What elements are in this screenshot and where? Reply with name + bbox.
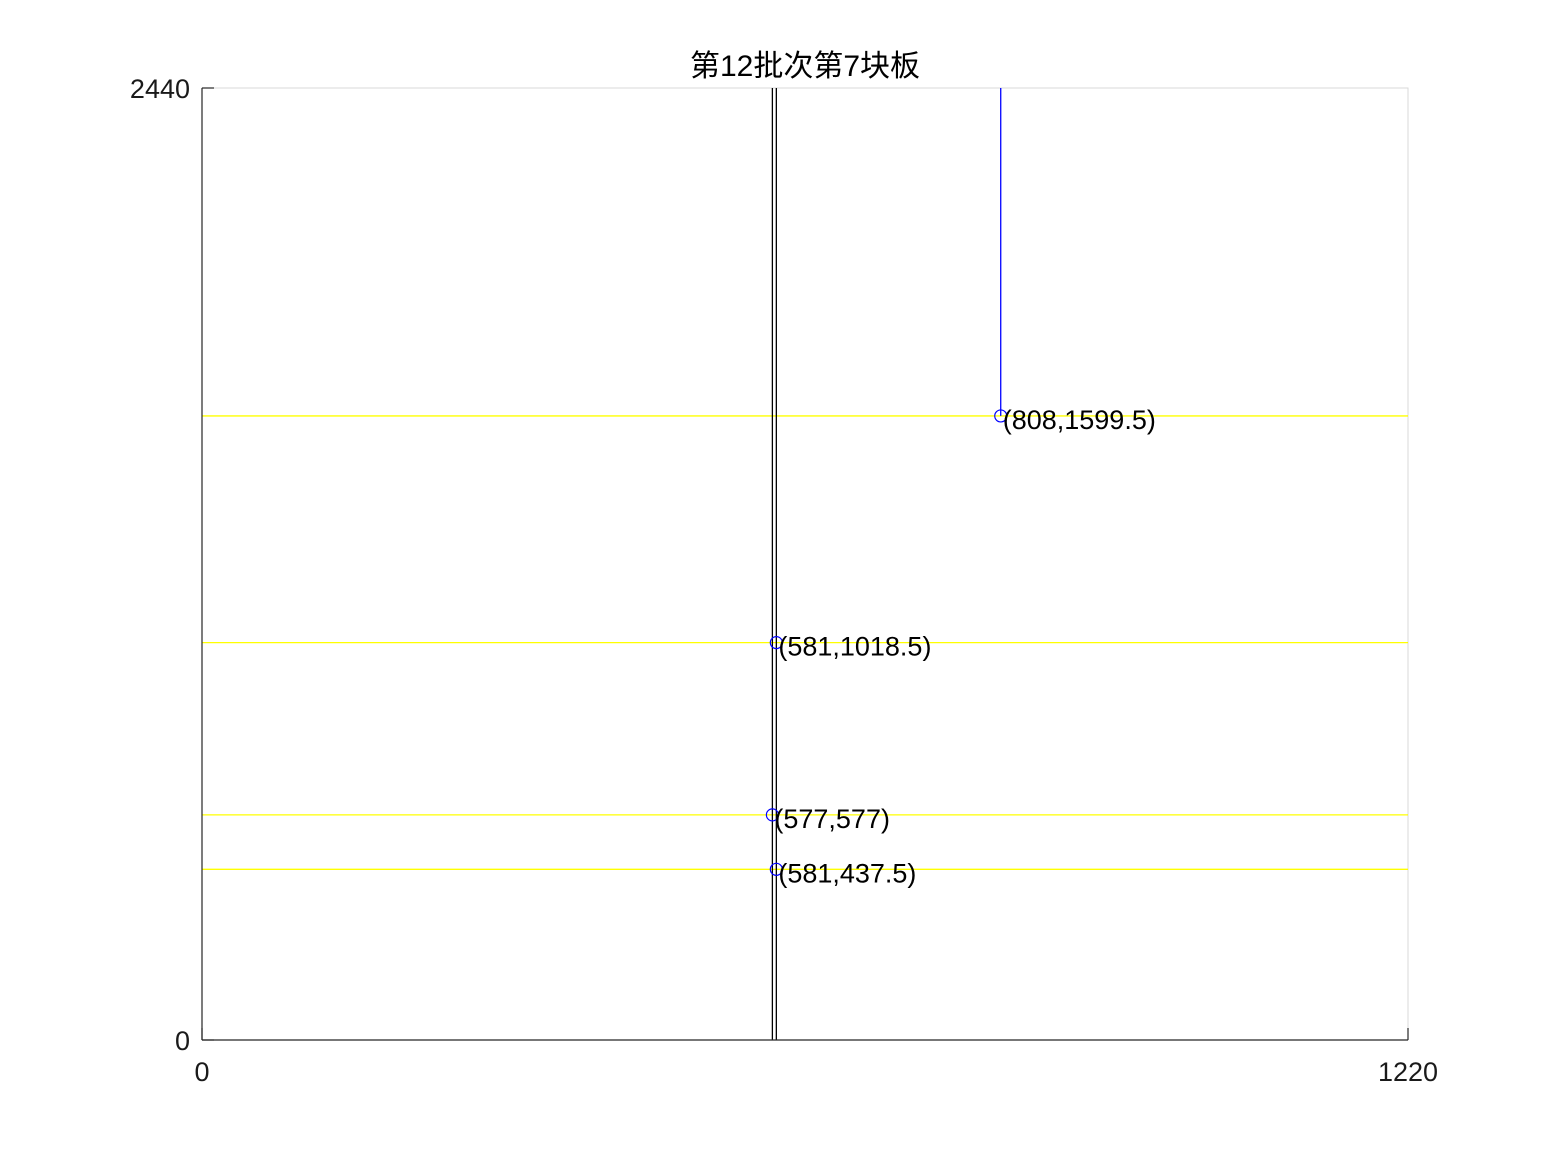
- point-marker: [769, 862, 783, 876]
- point-label: (581,1018.5): [778, 632, 931, 662]
- point-label: (577,577): [774, 804, 890, 834]
- chart-title: 第12批次第7块板: [690, 50, 920, 83]
- y-tick-label: 0: [175, 1026, 190, 1056]
- point-label: (581,437.5): [778, 858, 916, 888]
- x-tick-label: 0: [194, 1057, 209, 1087]
- chart-marks: (808,1599.5) (581,1018.5) (577,577) (581,43…: [202, 88, 1408, 1040]
- point-marker: [994, 409, 1008, 423]
- axes-box: [201, 87, 1409, 1041]
- x-tick-label: 1220: [1378, 1057, 1438, 1087]
- point-label: (808,1599.5): [1003, 405, 1156, 435]
- plot-area: [201, 87, 1409, 1041]
- point-marker: [769, 636, 783, 650]
- y-tick-label: 2440: [130, 74, 190, 104]
- point-marker: [765, 808, 779, 822]
- axes: 0 1220 0 2440: [130, 74, 1438, 1087]
